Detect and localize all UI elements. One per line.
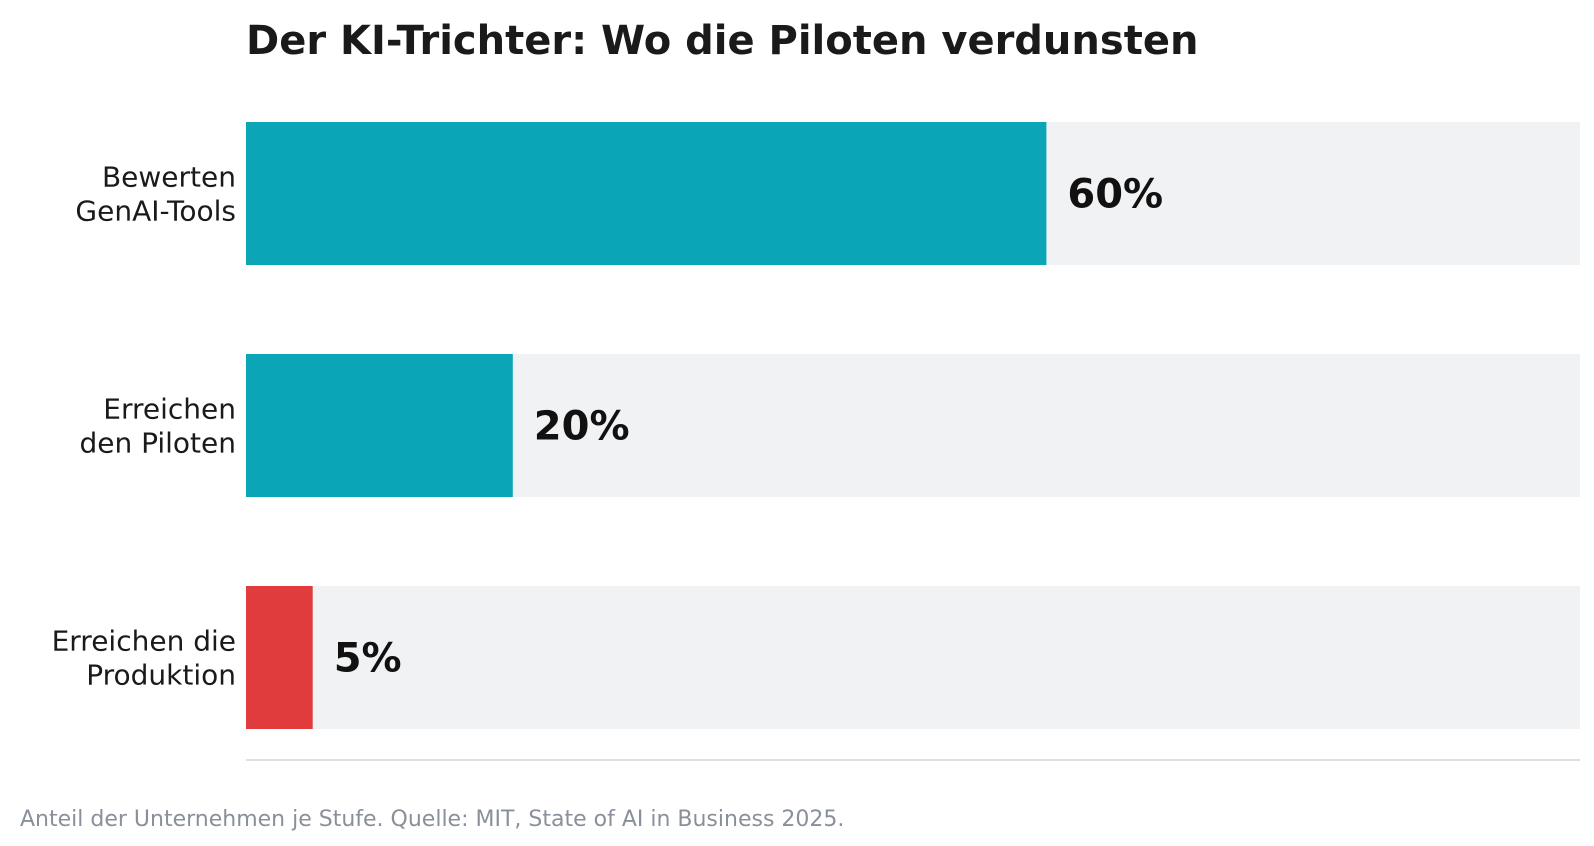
category-label-line: Erreichen: [103, 393, 236, 426]
bar-value-label: 60%: [1067, 172, 1163, 218]
bar: [246, 354, 513, 497]
bar-value-label: 20%: [534, 404, 630, 450]
category-label-line: Erreichen die: [52, 625, 236, 658]
category-label-line: Produktion: [86, 659, 236, 692]
category-label: Erreichen die Produktion: [52, 625, 236, 692]
source-caption: Anteil der Unternehmen je Stufe. Quelle:…: [20, 807, 844, 832]
category-label: Erreichen den Piloten: [79, 393, 236, 460]
category-label-line: GenAI-Tools: [75, 195, 236, 228]
category-label-line: den Piloten: [79, 427, 236, 460]
category-label-line: Bewerten: [102, 161, 236, 194]
category-label: Bewerten GenAI-Tools: [75, 161, 236, 228]
bar-value-label: 5%: [334, 636, 402, 682]
bars-layer: 60% Bewerten GenAI-Tools 20% Erreichen den Pi…: [52, 122, 1580, 729]
bar: [246, 122, 1047, 265]
bar: [246, 586, 313, 729]
chart-title: Der KI-Trichter: Wo die Piloten verdunst…: [246, 18, 1198, 64]
bar-track: [246, 586, 1580, 729]
